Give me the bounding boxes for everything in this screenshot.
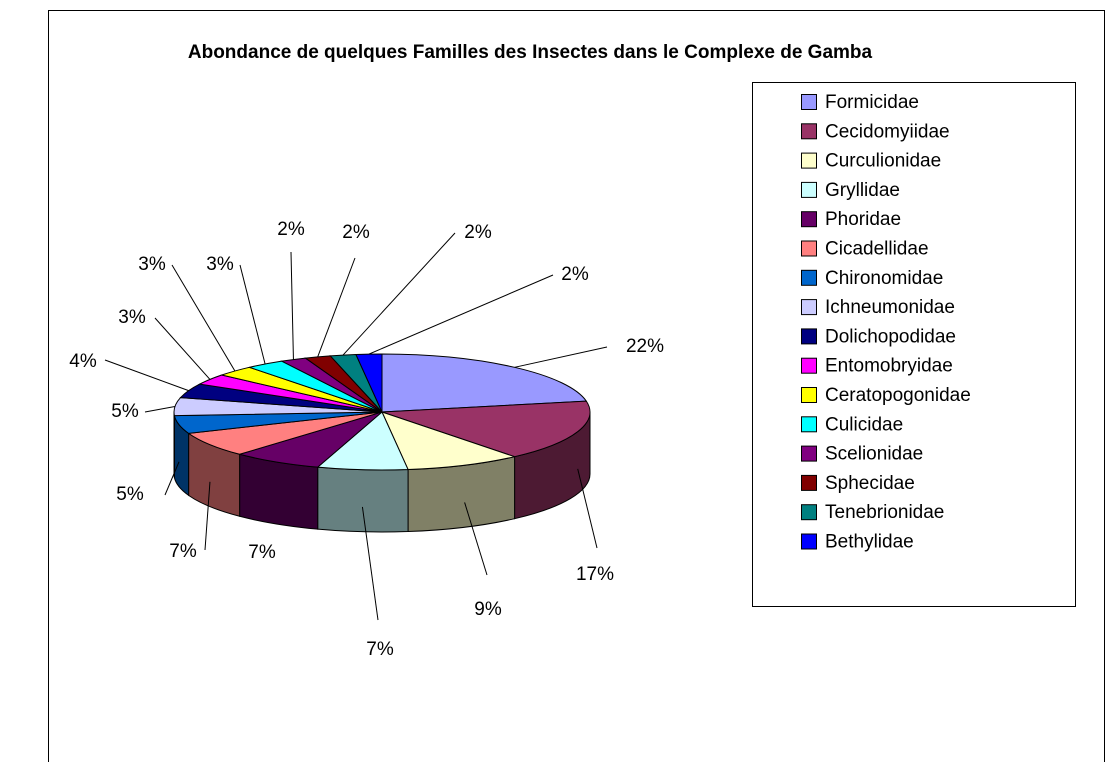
data-label: 22% [626,336,664,357]
leader-line [144,406,176,413]
pie-slice [381,400,591,458]
legend-label: Formicidae [825,92,919,113]
leader-line [164,461,180,496]
leader-line [171,264,236,372]
leader-line [368,274,554,355]
leader-line [290,251,294,360]
data-label: 2% [342,222,370,243]
legend-swatch [801,416,817,433]
leader-line [154,317,211,380]
data-label: 2% [464,222,492,243]
data-label: 5% [111,401,139,422]
leader-line [514,346,608,368]
legend-label: Entomobryidae [825,356,953,377]
data-label: 3% [118,307,146,328]
legend-swatch [801,240,817,257]
legend-swatch [801,387,817,403]
leader-line [361,506,379,621]
legend-swatch [801,328,817,345]
legend-swatch [801,94,817,110]
legend-swatch [801,123,817,140]
data-label: 17% [576,564,614,585]
legend-swatch [801,211,817,228]
leader-line [464,502,488,576]
legend-label: Bethylidae [825,532,914,553]
chart-title: Abondance de quelques Familles des Insec… [187,42,873,63]
legend-label: Tenebrionidae [825,502,944,523]
data-label: 9% [474,599,502,620]
data-label: 3% [138,254,166,275]
legend-label: Sphecidae [825,473,915,494]
legend-swatch [801,299,817,316]
legend-label: Dolichopodidae [825,326,956,347]
leader-line [342,232,456,356]
legend-label: Ichneumonidae [825,297,955,318]
pie-slice-side [317,466,409,533]
legend-swatch [801,152,817,169]
legend-swatch [801,474,817,491]
legend-label: Ceratopogonidae [825,385,971,406]
legend-label: Curculionidae [825,151,941,172]
legend-swatch [801,269,817,286]
pie-slice [381,411,517,471]
legend-swatch [801,504,817,521]
legend-swatch [801,445,817,462]
data-label: 3% [206,254,234,275]
leader-line [104,359,189,392]
leader-line [239,264,266,365]
data-label: 7% [248,542,276,563]
legend-label: Culicidae [825,414,903,435]
leader-line [317,257,356,358]
legend-label: Phoridae [825,209,901,230]
legend-swatch [801,533,817,550]
data-label: 7% [169,541,197,562]
legend-label: Chironomidae [825,268,943,289]
data-label: 5% [116,484,144,505]
chart-frame [48,10,1105,762]
data-label: 7% [366,639,394,660]
legend-label: Gryllidae [825,180,900,201]
data-label: 2% [561,264,589,285]
legend-label: Cecidomyiidae [825,121,950,142]
data-label: 2% [277,219,305,240]
legend-swatch [801,357,817,374]
leader-line [577,468,598,549]
legend-label: Cicadellidae [825,239,929,260]
data-label: 4% [69,351,97,372]
legend-swatch [801,181,817,198]
legend-label: Scelionidae [825,444,923,465]
leader-line [204,481,211,551]
